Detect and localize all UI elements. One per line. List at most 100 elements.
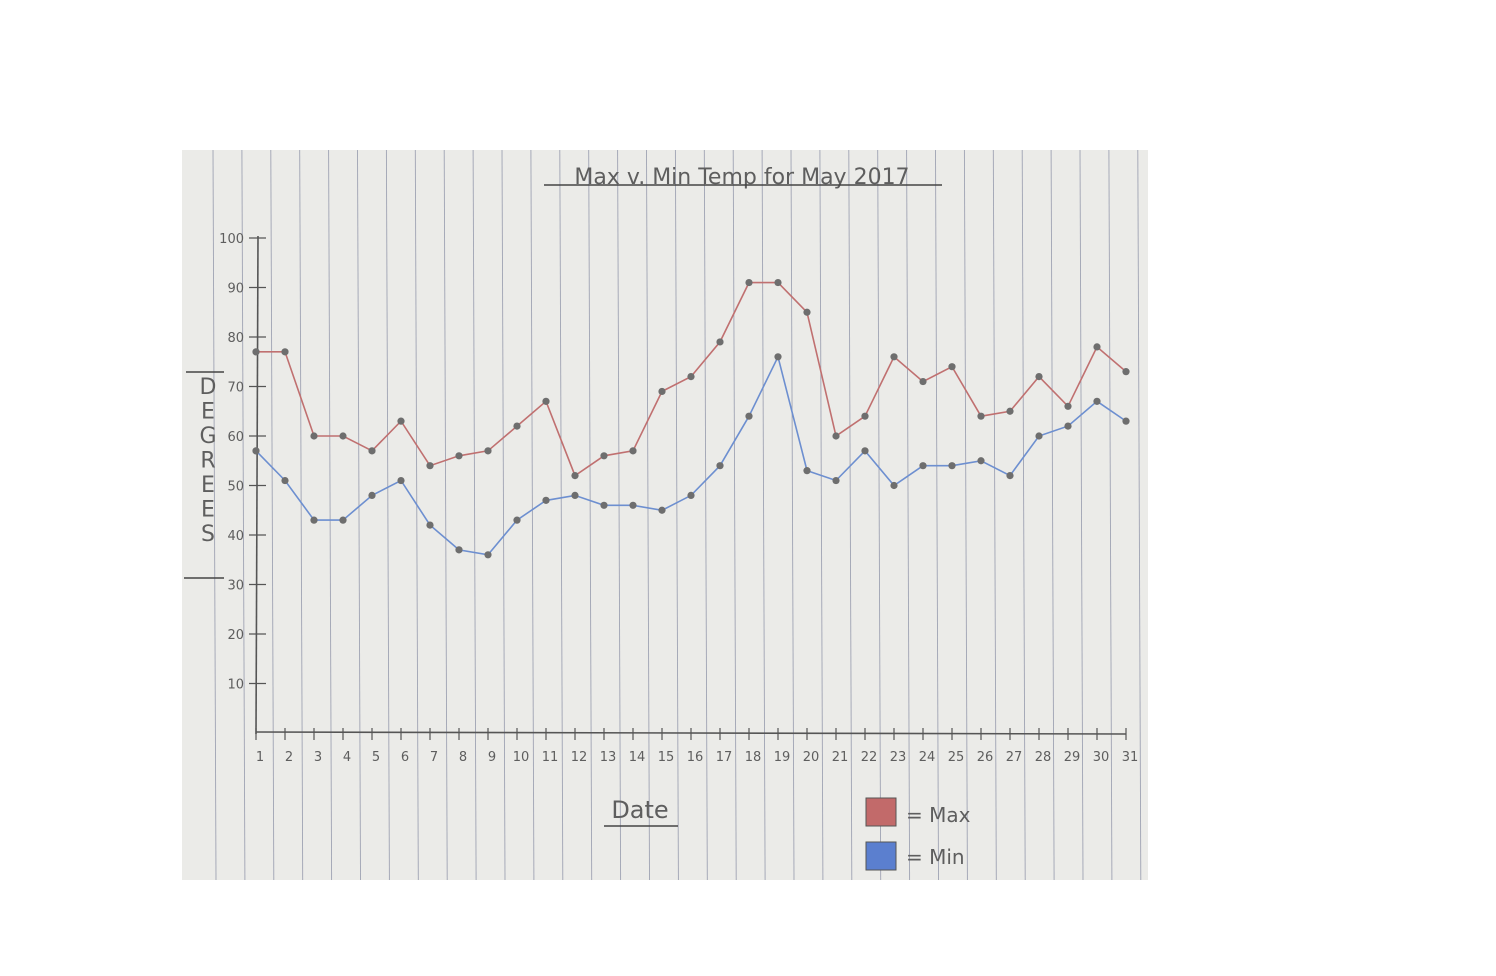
x-tick-label: 7 xyxy=(430,750,438,765)
data-point-max xyxy=(542,397,550,405)
x-tick-label: 26 xyxy=(977,750,994,765)
data-point-max xyxy=(977,412,985,420)
data-point-min xyxy=(1035,432,1043,440)
x-tick-label: 31 xyxy=(1122,750,1139,765)
y-axis-label-letter: E xyxy=(201,498,215,523)
ruled-line xyxy=(328,150,333,880)
ruled-line xyxy=(963,150,968,880)
legend-label-min: = Min xyxy=(906,845,965,869)
ruled-line xyxy=(732,150,737,880)
ruled-line xyxy=(270,150,275,880)
data-point-min xyxy=(281,476,289,485)
data-point-min xyxy=(252,447,260,455)
ruled-line xyxy=(1021,150,1026,880)
x-tick-label: 25 xyxy=(948,750,965,765)
data-point-max xyxy=(513,422,521,430)
ruled-line xyxy=(906,150,911,880)
legend-swatch-min xyxy=(865,841,897,871)
data-point-max xyxy=(1122,368,1130,376)
legend-label-max: = Max xyxy=(906,803,971,827)
x-tick-label: 11 xyxy=(542,750,559,765)
x-tick-label: 27 xyxy=(1006,750,1023,765)
x-tick-label: 3 xyxy=(314,750,322,765)
notebook-paper-photo: 10 20 30 40 50 60 70 80 90 100 1 2 3 4 5 6 7 8 9 10 11 12 13 1… xyxy=(182,150,1148,880)
x-ticks: 1 2 3 4 5 6 7 8 9 10 11 12 13 14 15 16 17 18 19 20 21 22 23 24 2… xyxy=(255,728,1139,765)
x-tick-label: 29 xyxy=(1064,750,1081,765)
ruled-line xyxy=(790,150,795,880)
data-point-min xyxy=(455,546,463,554)
data-point-max xyxy=(397,417,405,425)
y-axis-label-letter: R xyxy=(200,449,215,474)
data-point-min xyxy=(339,516,347,524)
x-tick-label: 5 xyxy=(372,750,380,765)
ruled-line xyxy=(761,150,766,880)
x-tick-label: 28 xyxy=(1035,750,1052,765)
ruled-line xyxy=(1137,150,1142,880)
data-point-min xyxy=(977,457,985,465)
data-point-min xyxy=(658,506,666,514)
x-axis-label: Date xyxy=(611,796,668,824)
data-point-min xyxy=(1093,397,1101,405)
ruled-line xyxy=(559,150,564,880)
x-tick-label: 23 xyxy=(890,750,907,765)
data-point-max xyxy=(658,387,666,396)
ruled-line xyxy=(588,150,593,880)
x-tick-label: 24 xyxy=(919,750,936,765)
x-tick-label: 15 xyxy=(658,750,675,765)
data-point-max xyxy=(687,373,695,381)
data-points xyxy=(252,278,1130,559)
data-point-max xyxy=(426,462,434,470)
ruled-line xyxy=(877,150,882,880)
y-axis-label-letter: S xyxy=(201,522,215,547)
data-point-min xyxy=(426,521,434,529)
data-point-max xyxy=(310,432,318,440)
ruled-line xyxy=(992,150,997,880)
data-point-max xyxy=(1064,402,1072,410)
ruled-line xyxy=(819,150,824,880)
ruled-lines xyxy=(212,150,1142,880)
y-tick-label: 10 xyxy=(227,678,244,693)
y-axis-label-letter: E xyxy=(201,400,215,425)
data-point-min xyxy=(861,447,869,455)
ruled-line xyxy=(299,150,304,880)
data-point-min xyxy=(716,462,724,470)
y-ticks: 10 20 30 40 50 60 70 80 90 100 xyxy=(219,232,266,693)
data-point-max xyxy=(629,447,637,455)
x-tick-label: 22 xyxy=(861,750,878,765)
data-point-min xyxy=(948,462,956,470)
ruled-line xyxy=(357,150,361,880)
ruled-line xyxy=(443,150,448,880)
y-axis-label-letter: E xyxy=(201,473,215,498)
x-tick-label: 9 xyxy=(488,750,496,765)
data-point-max xyxy=(861,412,869,420)
y-tick-label: 90 xyxy=(227,282,244,297)
ruled-line xyxy=(703,150,708,880)
x-tick-label: 19 xyxy=(774,750,791,765)
series-line-min xyxy=(255,354,1127,556)
ruled-line xyxy=(1079,150,1084,880)
y-tick-label: 80 xyxy=(227,331,244,346)
data-point-min xyxy=(600,501,608,509)
x-tick-label: 8 xyxy=(459,750,467,765)
y-axis-label-letter: D xyxy=(200,375,217,400)
x-tick-label: 16 xyxy=(687,750,704,765)
data-point-max xyxy=(1035,373,1043,381)
data-point-min xyxy=(774,353,782,361)
data-point-min xyxy=(571,491,579,499)
y-tick-label: 40 xyxy=(227,529,244,544)
data-point-min xyxy=(484,551,492,559)
y-tick-label: 100 xyxy=(219,232,244,247)
x-tick-label: 1 xyxy=(256,750,264,765)
series-lines xyxy=(255,281,1127,556)
data-point-min xyxy=(368,491,376,499)
data-point-max xyxy=(803,308,811,316)
data-point-max xyxy=(1093,343,1101,351)
y-tick-label: 30 xyxy=(227,579,244,594)
legend-swatch-max xyxy=(865,797,897,827)
ruled-line xyxy=(646,150,650,880)
data-point-min xyxy=(832,476,840,485)
data-point-max xyxy=(339,432,347,440)
ruled-line xyxy=(674,150,679,880)
